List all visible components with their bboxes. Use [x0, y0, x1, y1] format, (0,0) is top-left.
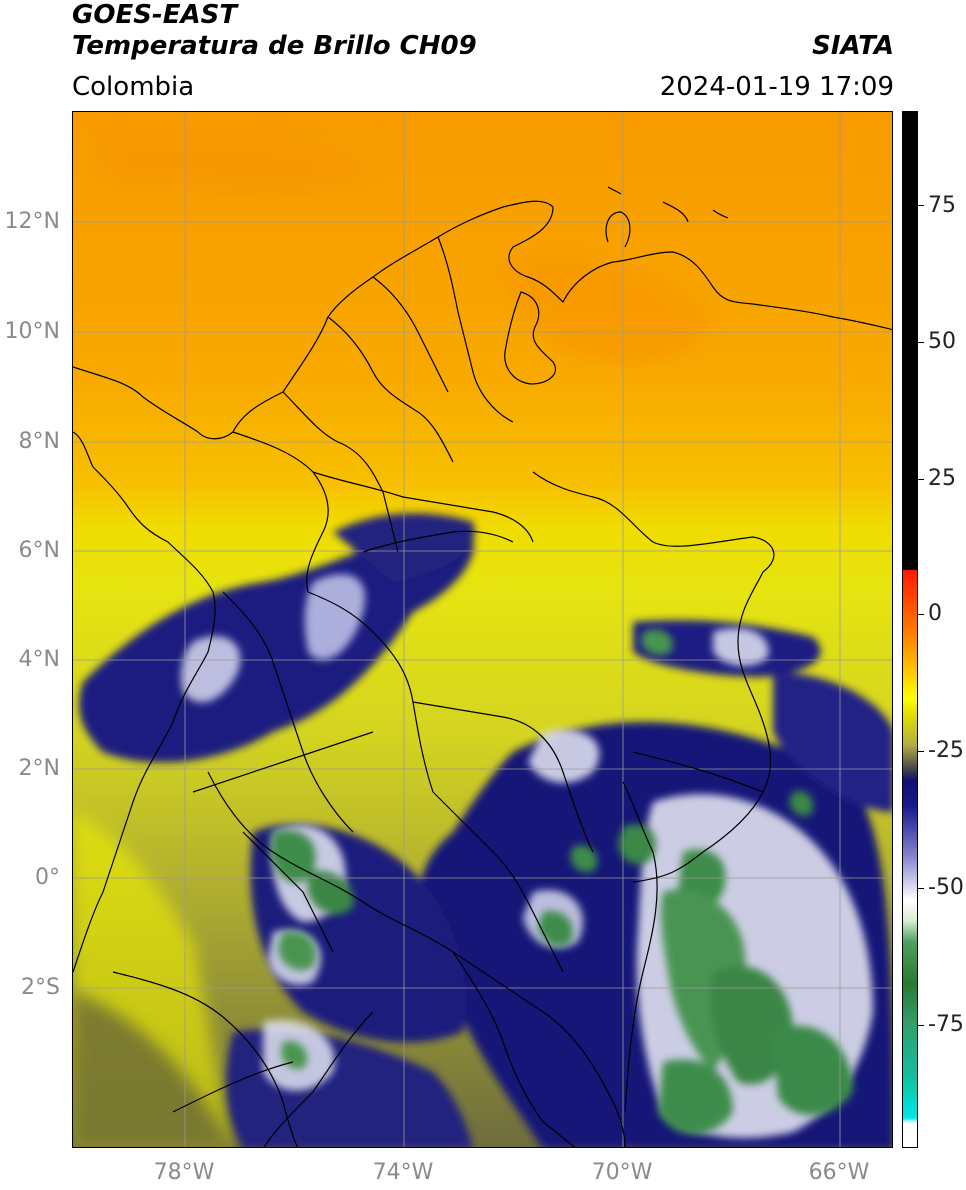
cbar-label-neg75: -75	[928, 1012, 964, 1037]
peninsula-guajira	[605, 211, 631, 248]
dept-12	[192, 731, 374, 793]
peru-internal	[172, 1011, 374, 1147]
dept-13	[242, 831, 334, 953]
dept-7	[307, 591, 434, 793]
island-2	[662, 201, 689, 223]
agency-label: SIATA	[812, 31, 894, 61]
region-label: Colombia	[72, 72, 195, 102]
colombia-ecuador-border	[207, 771, 626, 1147]
satellite-map	[72, 111, 893, 1148]
graticule	[73, 112, 892, 1147]
ecuador-peru-border	[112, 971, 298, 1147]
cbar-label-50: 50	[928, 329, 956, 354]
dept-3	[327, 316, 454, 463]
dept-4	[372, 276, 449, 393]
dept-5	[437, 236, 514, 423]
cbar-tick-neg50	[918, 888, 924, 889]
product-title: Temperatura de Brillo CH09	[72, 31, 477, 61]
cbar-tick-neg25	[918, 751, 924, 752]
maracaibo-lake	[504, 291, 556, 385]
lat-label-4n: 4°N	[18, 647, 60, 672]
lat-label-6n: 6°N	[18, 538, 60, 563]
datetime-label: 2024-01-19 17:09	[659, 72, 894, 102]
cbar-label-0: 0	[928, 601, 942, 626]
dept-10	[432, 791, 564, 973]
colombia-venezuela-border	[532, 471, 775, 883]
lat-label-0: 0°	[35, 865, 60, 890]
lat-label-8n: 8°N	[18, 429, 60, 454]
cbar-tick-0	[918, 614, 924, 615]
venezuela-brazil-border	[622, 751, 764, 1113]
caribbean-coast	[73, 200, 892, 440]
peru-colombia-border	[452, 951, 576, 1147]
pacific-coast	[73, 431, 216, 973]
cloud-green-layer	[271, 629, 853, 1135]
cbar-label-25: 25	[928, 466, 956, 491]
lat-label-2s: 2°S	[21, 975, 60, 1000]
lon-label-74w: 74°W	[372, 1160, 434, 1185]
dept-9	[412, 701, 594, 853]
lat-label-10n: 10°N	[4, 319, 60, 344]
dept-8	[222, 591, 354, 833]
cbar-label-75: 75	[928, 193, 956, 218]
satellite-title: GOES-EAST	[72, 0, 238, 30]
cbar-tick-25	[918, 479, 924, 480]
colorbar	[902, 111, 918, 1148]
dept-11	[362, 530, 514, 553]
cbar-label-neg50: -50	[928, 875, 964, 900]
dept-6	[312, 471, 534, 543]
dept-1	[232, 431, 329, 593]
lon-label-78w: 78°W	[153, 1160, 215, 1185]
borders	[73, 186, 892, 1147]
dept-2	[282, 391, 399, 553]
lon-label-70w: 70°W	[591, 1160, 653, 1185]
lon-label-66w: 66°W	[808, 1160, 870, 1185]
cbar-tick-50	[918, 342, 924, 343]
colorbar-gradient	[903, 112, 917, 1147]
cbar-tick-neg75	[918, 1025, 924, 1026]
olive-lower-left	[73, 992, 232, 1147]
lat-label-12n: 12°N	[4, 209, 60, 234]
cbar-label-neg25: -25	[928, 738, 964, 763]
lat-label-2n: 2°N	[18, 756, 60, 781]
island-3	[712, 209, 729, 219]
cbar-tick-75	[918, 205, 924, 206]
island-1	[607, 186, 622, 195]
